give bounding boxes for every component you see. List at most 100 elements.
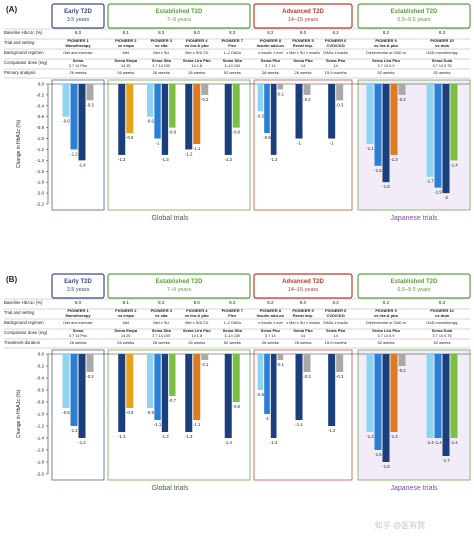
cell-background: 1–2 OADs <box>223 51 241 55</box>
bar <box>374 354 382 450</box>
bar-value-label: -0.3 <box>336 102 344 107</box>
group-subtitle: 3.5 years <box>67 17 90 23</box>
bar-value-label: -1.5 <box>374 168 382 173</box>
bar-value-label: -0.8 <box>233 404 241 409</box>
bar-value-label: -1.2 <box>185 151 193 156</box>
cell-hba1c: 8.2 <box>383 300 390 305</box>
group-subtitle: 3.5 years <box>67 287 90 293</box>
bar-value-label: -1.4 <box>450 440 458 445</box>
bar <box>303 84 311 95</box>
bar-value-label: -1 <box>297 141 301 146</box>
group-title: Established T2D <box>156 279 203 285</box>
y-tick-label: -2.2 <box>36 202 44 207</box>
cell-trial-name: PIONEER 10 <box>430 38 454 43</box>
bar <box>257 84 264 112</box>
cell-trial-setting: vs sita <box>155 43 168 48</box>
cell-trial-setting: CVD/CKD <box>327 43 345 48</box>
cell-background: ± Insulin ± met <box>258 321 284 325</box>
cell-hba1c: 8.2 <box>383 30 390 35</box>
bar <box>232 354 240 402</box>
bar-value-label: -1.2 <box>70 151 78 156</box>
cell-trial-setting: vs empa <box>118 43 135 48</box>
y-axis-title: Change in HbA1c (%) <box>16 119 22 168</box>
cell-dose: 3–14 100 <box>224 64 240 68</box>
bar <box>70 84 78 150</box>
bar-value-label: -1.7 <box>442 458 450 463</box>
cell-background: Met ± SU <box>153 51 169 55</box>
group-title: Established T2D <box>156 9 203 15</box>
panel-letter: (A) <box>6 5 17 14</box>
cell-hba1c: 8.3 <box>229 30 236 35</box>
group-header-3 <box>357 273 471 299</box>
bar <box>442 354 450 456</box>
cell-comparator: Sema Lira Pbo <box>372 58 400 63</box>
y-tick-label: -1.0 <box>36 412 44 417</box>
group-frame-1 <box>107 79 251 211</box>
cell-dose: 3 7 14 100 <box>152 334 170 338</box>
bar <box>147 354 154 408</box>
cell-comparator: Sema Lira Pbo <box>372 328 400 333</box>
cell-duration: 26 weeks <box>70 70 87 75</box>
group-frame-2 <box>253 79 353 211</box>
cell-duration: 52 weeks <box>378 340 395 345</box>
bar-value-label: -0.5 <box>257 113 265 118</box>
cell-background: OAD monotherapy <box>426 321 458 325</box>
bar <box>154 354 161 420</box>
bar <box>264 84 270 134</box>
cell-trial-setting: vs lira & pbo <box>185 313 210 318</box>
cell-dose: 14 1.8 <box>191 64 202 68</box>
row-label: Comparator dose (mg) <box>4 330 48 335</box>
y-tick-label: -0.8 <box>36 400 44 405</box>
bar-value-label: -0.1 <box>277 362 285 367</box>
bar-value-label: -0.8 <box>233 130 241 135</box>
cell-dose: 3 7 14 100 <box>152 64 170 68</box>
cell-trial-setting: vs dula <box>435 43 450 48</box>
cell-comparator: Sema Pbo <box>261 328 281 333</box>
bar-value-label: -1.3 <box>118 157 126 162</box>
cell-hba1c: 8.3 <box>439 30 446 35</box>
bar <box>224 354 232 438</box>
bar <box>426 84 434 177</box>
bar-value-label: -1.1 <box>366 146 374 151</box>
group-frame-1 <box>107 349 251 481</box>
bar-value-label: -0.7 <box>169 398 177 403</box>
bar-value-label: -1.4 <box>78 440 86 445</box>
cell-dose: 3 7 14 Pbo <box>69 64 87 68</box>
cell-duration: 52 weeks <box>434 70 451 75</box>
bar-value-label: -1.8 <box>382 464 390 469</box>
y-tick-label: -2.0 <box>36 191 44 196</box>
cell-duration: 26 weeks <box>153 70 170 75</box>
cell-duration: 26 weeks <box>188 340 205 345</box>
cell-duration: 52 weeks <box>378 70 395 75</box>
panel-letter: (B) <box>6 275 17 284</box>
footer-global: Global trials <box>152 215 189 222</box>
cell-trial-name: PIONEER 6 <box>325 38 347 43</box>
cell-background: Met ± SGLT2i <box>185 51 208 55</box>
cell-trial-name: PIONEER 8 <box>260 308 282 313</box>
bar <box>62 354 70 408</box>
y-tick-label: -0.8 <box>36 125 44 130</box>
y-tick-label: -0.2 <box>36 92 44 97</box>
group-title: Early T2D <box>64 279 92 285</box>
bar <box>126 354 134 408</box>
bar <box>224 84 232 155</box>
bar-value-label: -1.2 <box>70 428 78 433</box>
y-tick-label: -1.6 <box>36 169 44 174</box>
group-frame-2 <box>253 349 353 481</box>
cell-trial-name: PIONEER 4 <box>186 308 208 313</box>
bar <box>382 84 390 183</box>
bar <box>169 354 176 396</box>
cell-duration: 15.9 months <box>325 340 347 345</box>
cell-dose: 3 7 14 0.75 <box>432 64 451 68</box>
group-header-1 <box>107 273 251 299</box>
y-axis-title: Change in HbA1c (%) <box>16 389 22 438</box>
bar <box>270 354 277 438</box>
bar-value-label: -1.3 <box>185 434 193 439</box>
footer-japanese: Japanese trials <box>390 215 438 222</box>
footer-japanese: Japanese trials <box>390 485 438 492</box>
cell-trial-setting: Insulin add-on <box>257 313 285 318</box>
bar <box>398 354 406 366</box>
cell-trial-name: PIONEER 10 <box>430 308 454 313</box>
cell-hba1c: 8.0 <box>300 30 307 35</box>
cell-hba1c: 8.0 <box>75 30 82 35</box>
